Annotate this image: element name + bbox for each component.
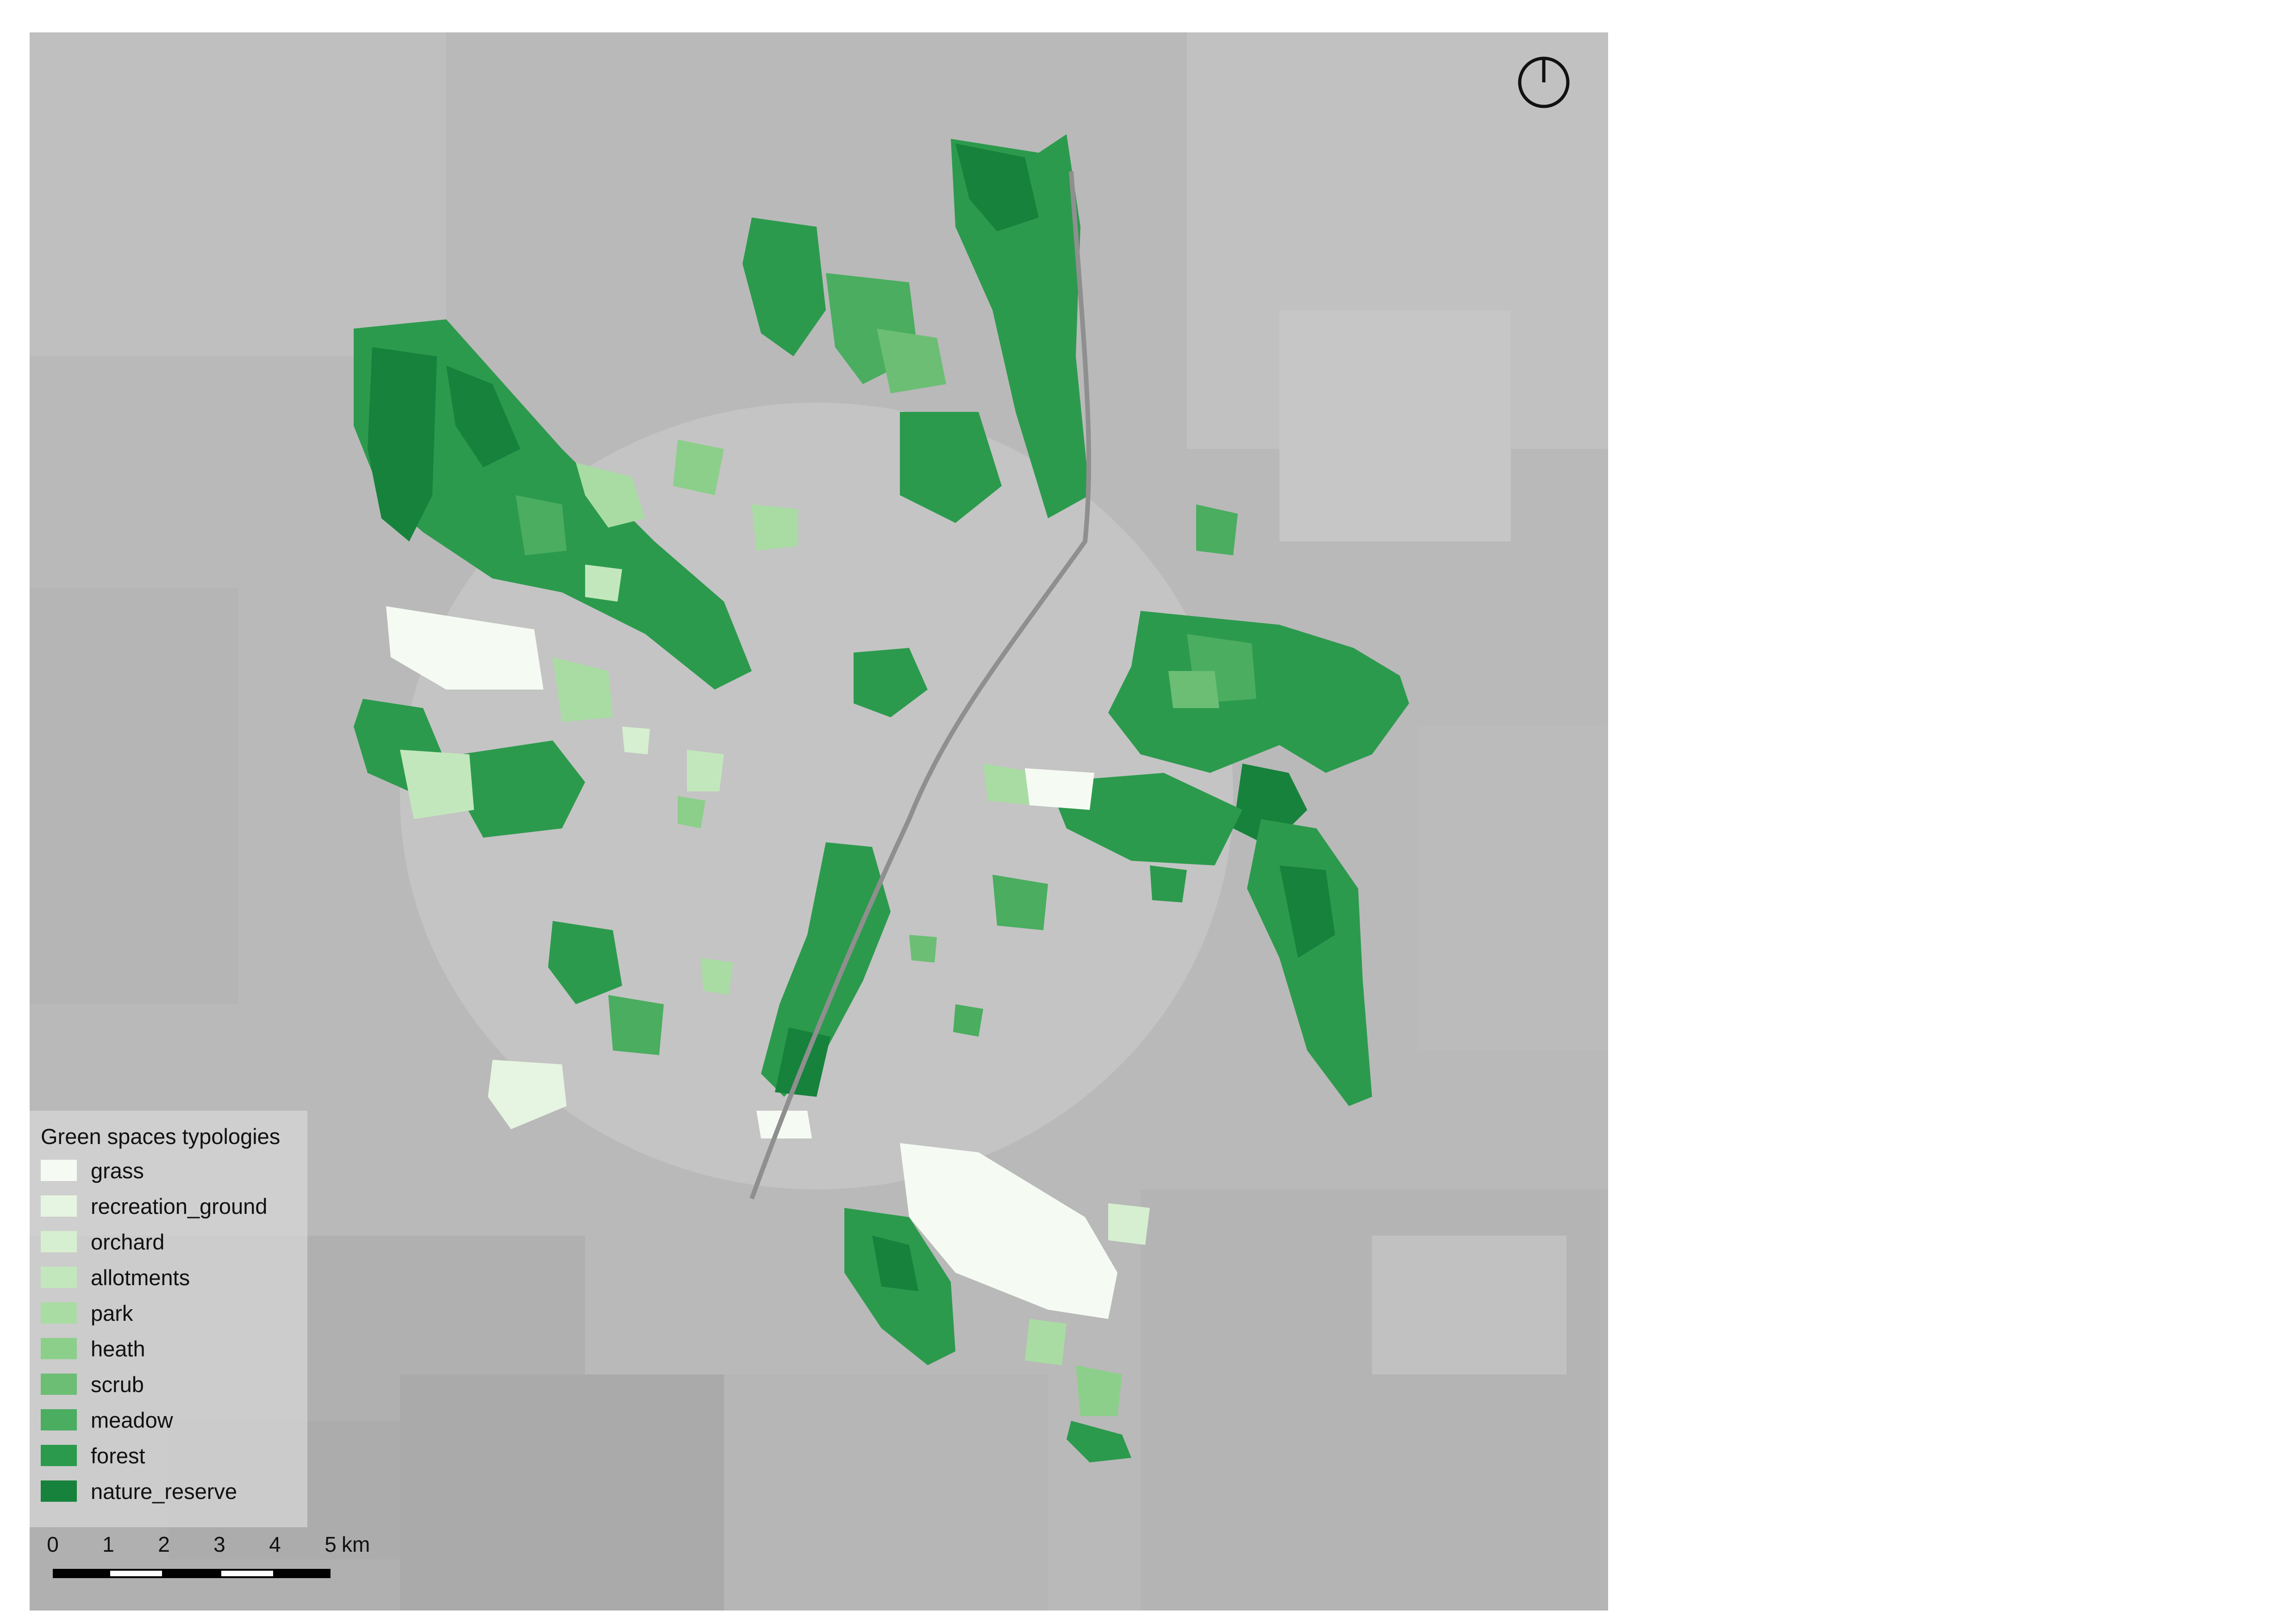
green-space-forest	[460, 740, 585, 838]
green-space-orchard	[1108, 1203, 1150, 1245]
legend-swatch	[41, 1409, 77, 1430]
green-space-meadow	[516, 495, 567, 555]
green-space-forest	[1048, 773, 1242, 865]
green-space-meadow	[1196, 504, 1238, 555]
river	[749, 171, 1092, 1200]
green-space-allotments	[400, 750, 474, 819]
legend-item-scrub: scrub	[41, 1371, 300, 1397]
legend-title: Green spaces typologies	[41, 1124, 281, 1149]
legend-item-grass: grass	[41, 1157, 300, 1183]
green-space-park	[1025, 1319, 1067, 1365]
green-space-forest	[368, 347, 437, 541]
green-space-grass	[386, 606, 543, 690]
scale-tick-label: 1	[102, 1532, 114, 1556]
green-space-heath	[673, 440, 724, 495]
legend-swatch	[41, 1160, 77, 1181]
green-space-forest	[742, 218, 826, 356]
legend-item-forest: forest	[41, 1442, 300, 1468]
green-space-meadow	[992, 875, 1048, 930]
legend-item-recreation-ground: recreation_ground	[41, 1193, 300, 1219]
legend-swatch	[41, 1374, 77, 1395]
scale-tick-label: 0	[47, 1532, 59, 1556]
legend-item-orchard: orchard	[41, 1228, 300, 1254]
scale-segment	[53, 1569, 108, 1578]
green-space-allotments	[585, 565, 622, 602]
green-space-forest	[1150, 865, 1187, 902]
green-space-orchard	[622, 727, 650, 754]
green-space-forest	[854, 648, 928, 717]
green-space-heath	[678, 796, 705, 828]
green-space-scrub	[877, 329, 946, 393]
green-space-scrub	[1168, 671, 1219, 708]
green-space-heath	[1076, 1365, 1122, 1416]
legend-swatch	[41, 1480, 77, 1502]
green-space-park	[553, 657, 613, 722]
legend-label: scrub	[91, 1372, 144, 1397]
legend-label: park	[91, 1301, 133, 1325]
legend-label: forest	[91, 1443, 145, 1468]
scale-segment	[164, 1569, 219, 1578]
scale-tick-label: 3	[213, 1532, 225, 1556]
legend-label: recreation_ground	[91, 1194, 268, 1219]
legend-label: orchard	[91, 1230, 165, 1254]
scale-tick-label: 5	[324, 1532, 337, 1556]
green-space-forest	[1108, 611, 1409, 773]
green-space-forest	[951, 134, 1090, 518]
green-space-park	[983, 764, 1039, 805]
green-space-forest	[900, 412, 1002, 523]
legend-item-park: park	[41, 1300, 300, 1325]
legend-label: grass	[91, 1158, 144, 1183]
green-space-grass	[1025, 768, 1094, 810]
green-space-nature-reserve	[872, 1236, 918, 1291]
scale-tick-label: 2	[158, 1532, 170, 1556]
legend-item-meadow: meadow	[41, 1406, 300, 1432]
map-view[interactable]: Green spaces typologies grass recreation_…	[30, 32, 1608, 1611]
legend-swatch	[41, 1267, 77, 1288]
green-space-nature-reserve	[446, 366, 520, 467]
green-space-grass	[756, 1111, 812, 1138]
green-space-nature-reserve	[955, 143, 1039, 231]
green-space-forest	[1247, 819, 1372, 1106]
green-space-park	[752, 504, 798, 551]
legend-label: meadow	[91, 1408, 173, 1432]
green-space-park	[701, 958, 733, 995]
scale-segment	[108, 1569, 164, 1578]
green-space-forest	[548, 921, 622, 1004]
legend-item-nature-reserve: nature_reserve	[41, 1478, 300, 1504]
legend-swatch	[41, 1231, 77, 1252]
legend-label: allotments	[91, 1265, 190, 1290]
green-space-park	[576, 463, 645, 528]
green-spaces-layer	[354, 134, 1409, 1462]
legend-swatch	[41, 1195, 77, 1217]
north-arrow-icon	[1518, 56, 1570, 108]
scale-bar: 0 1 2 3 4 5 km	[39, 1532, 370, 1592]
basemap-texture	[30, 32, 1608, 1611]
green-space-forest	[1067, 1421, 1131, 1462]
legend-item-heath: heath	[41, 1335, 300, 1361]
scale-unit: km	[342, 1532, 370, 1556]
green-space-meadow	[953, 1004, 983, 1037]
scale-segment	[219, 1569, 275, 1578]
legend-swatch	[41, 1302, 77, 1324]
green-space-nature-reserve	[1279, 865, 1335, 958]
satellite-basemap	[30, 32, 1608, 1611]
scale-segment	[275, 1569, 331, 1578]
map-legend: Green spaces typologies grass recreation_…	[30, 1111, 307, 1527]
legend-swatch	[41, 1445, 77, 1466]
scale-tick-label: 4	[269, 1532, 281, 1556]
legend-item-allotments: allotments	[41, 1264, 300, 1290]
green-space-meadow	[608, 995, 664, 1055]
green-space-recreation-ground	[488, 1060, 567, 1129]
legend-label: heath	[91, 1337, 145, 1361]
green-space-grass	[900, 1143, 1117, 1319]
legend-label: nature_reserve	[91, 1479, 237, 1504]
green-space-scrub	[909, 935, 937, 963]
green-space-allotments	[687, 750, 724, 791]
legend-swatch	[41, 1338, 77, 1359]
